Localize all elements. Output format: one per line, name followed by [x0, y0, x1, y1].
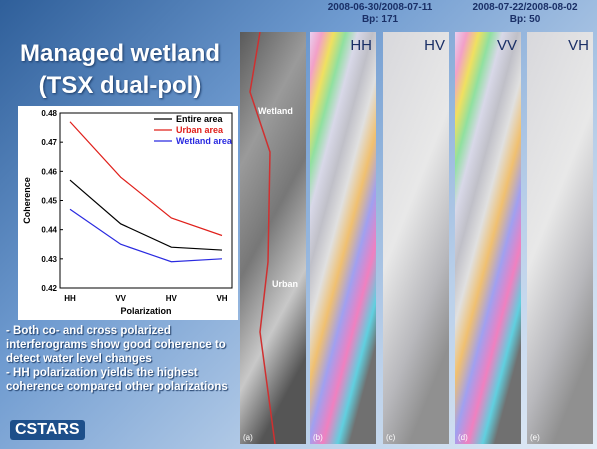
chart: 0.42 0.43 0.44 0.45 0.46 0.47 0.48 HH VV HV VH Pola…	[18, 106, 238, 320]
y-tick-label: 0.47	[41, 138, 57, 147]
bullets: - Both co- and cross polarized interfero…	[6, 324, 238, 394]
pair-dates: 2008-07-22/2008-08-02	[460, 2, 590, 13]
panel-tag: (e)	[530, 433, 540, 442]
title-line: Managed wetland	[0, 40, 240, 68]
x-tick-label: HH	[64, 294, 76, 303]
y-tick-label: 0.45	[41, 197, 57, 206]
logo: CSTARS	[10, 420, 85, 440]
panel-tag: (b)	[313, 433, 323, 442]
y-tick-label: 0.46	[41, 167, 57, 176]
x-tick-label: VH	[216, 294, 227, 303]
pair-baseline: Bp: 50	[460, 14, 590, 25]
y-tick-label: 0.44	[41, 226, 57, 235]
pair-dates: 2008-06-30/2008-07-11	[315, 2, 445, 13]
x-axis-label: Polarization	[120, 306, 171, 316]
bullet: - HH polarization yields the highest coh…	[6, 366, 238, 394]
legend-label: Urban area	[176, 125, 224, 135]
panel-pol: HH	[350, 37, 372, 54]
region-label: Urban	[272, 279, 298, 289]
panel-tag: (a)	[243, 433, 253, 442]
legend-label: Entire area	[176, 114, 224, 124]
title-line: (TSX dual-pol)	[0, 72, 240, 100]
x-tick-label: VV	[115, 294, 126, 303]
slide: Managed wetland (TSX dual-pol) 0.420.430…	[0, 0, 597, 449]
region-label: Wetland	[258, 106, 293, 116]
y-tick-label: 0.48	[41, 109, 57, 118]
image-panel	[527, 32, 593, 444]
panel-tag: (d)	[458, 433, 468, 442]
x-tick-label: HV	[166, 294, 178, 303]
image-panel	[383, 32, 449, 444]
y-axis-label: Coherence	[22, 177, 32, 224]
image-panel	[310, 32, 376, 444]
y-tick-label: 0.43	[41, 255, 57, 264]
legend-label: Wetland area	[176, 136, 233, 146]
line-series	[70, 180, 222, 250]
image-panel	[455, 32, 521, 444]
image-panels: (a) (b) HH (c) HV (d) VV (e) VH Wetland Urban	[240, 32, 597, 444]
panel-pol: VV	[497, 37, 517, 54]
y-tick-label: 0.42	[41, 284, 57, 293]
chart-box: 0.42 0.43 0.44 0.45 0.46 0.47 0.48 HH VV HV VH Pola…	[18, 106, 238, 320]
pair-baseline: Bp: 171	[315, 14, 445, 25]
panel-tag: (c)	[386, 433, 396, 442]
panel-pol: HV	[424, 37, 445, 54]
panel-pol: VH	[568, 37, 589, 54]
bullet: - Both co- and cross polarized interfero…	[6, 324, 238, 366]
